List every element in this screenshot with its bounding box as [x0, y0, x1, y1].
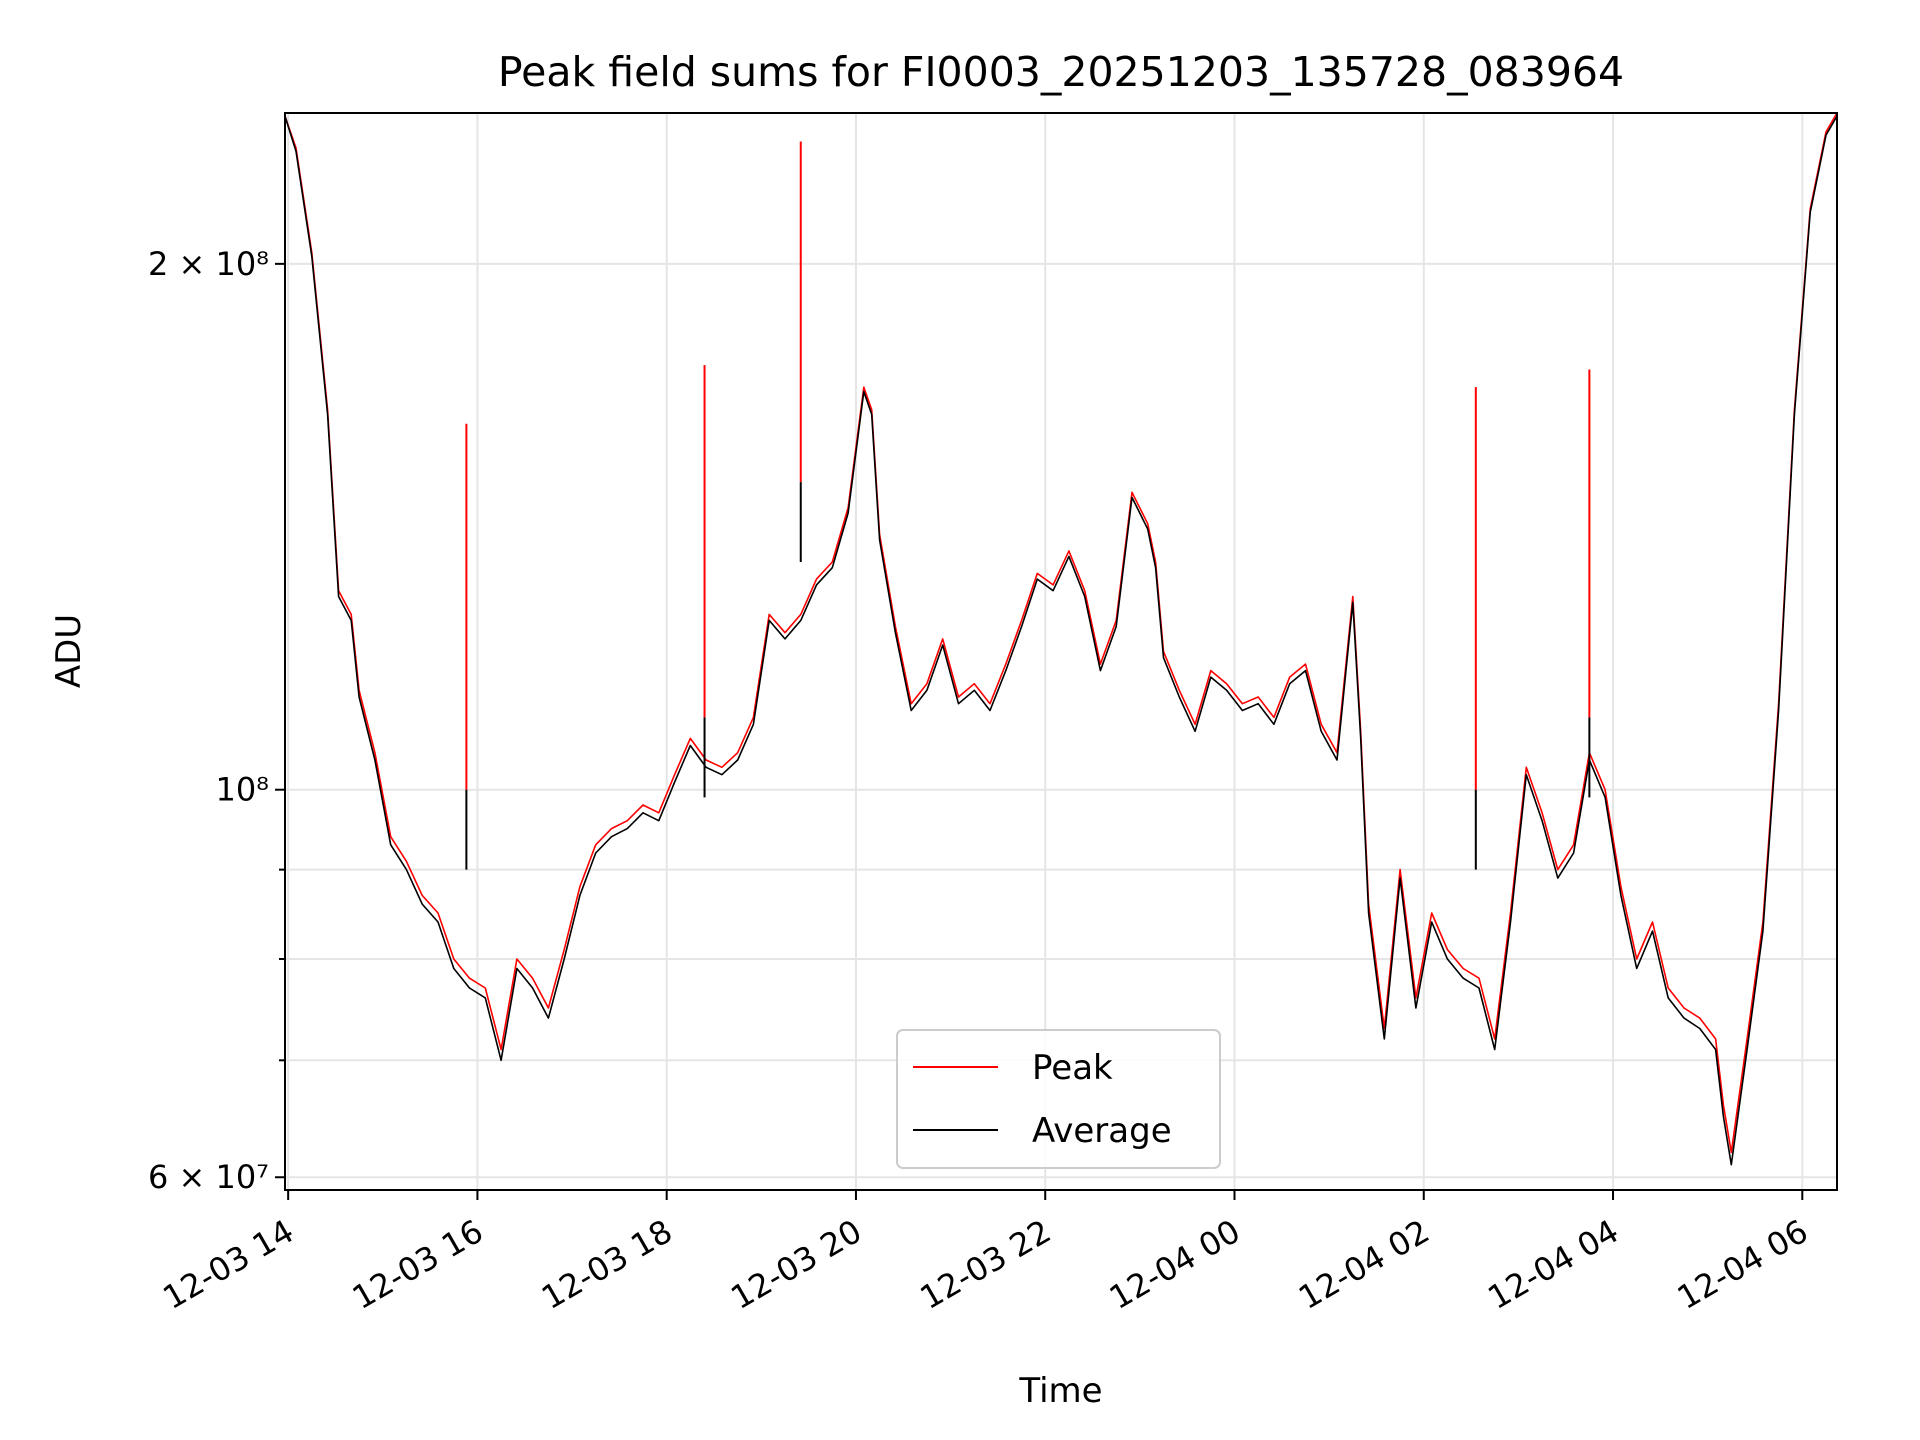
- x-tick-label: 12-03 18: [535, 1212, 679, 1317]
- x-tick-label: 12-03 20: [724, 1212, 868, 1317]
- chart-title: Peak field sums for FI0003_20251203_1357…: [498, 48, 1624, 96]
- x-tick-label: 12-03 16: [346, 1212, 490, 1317]
- y-tick-label: 10⁸: [215, 771, 269, 809]
- y-axis-label: ADU: [49, 614, 89, 688]
- legend-label-average: Average: [1032, 1111, 1172, 1151]
- x-axis-label: Time: [1018, 1371, 1102, 1411]
- grid-lines: [285, 113, 1837, 1190]
- legend: Peak Average: [896, 1029, 1221, 1169]
- x-tick-label: 12-03 14: [157, 1212, 301, 1317]
- x-axis: 12-03 14 12-03 16 12-03 18 12-03 20 12-03 22…: [157, 1190, 1815, 1317]
- y-axis: 6 × 10⁷ 10⁸ 2 × 10⁸: [148, 245, 285, 1196]
- x-tick-label: 12-04 02: [1292, 1212, 1436, 1317]
- series-line-average: [284, 115, 1838, 1166]
- series-line-peak: [284, 112, 1838, 1154]
- x-tick-label: 12-04 06: [1671, 1212, 1815, 1317]
- legend-label-peak: Peak: [1032, 1048, 1113, 1088]
- y-tick-label: 6 × 10⁷: [148, 1158, 269, 1196]
- x-tick-label: 12-04 00: [1103, 1212, 1247, 1317]
- series-layer: [284, 112, 1838, 1166]
- x-tick-label: 12-03 22: [914, 1212, 1058, 1317]
- plot-frame: [284, 112, 1838, 1191]
- legend-box: [896, 1029, 1221, 1169]
- x-tick-label: 12-04 04: [1481, 1212, 1625, 1317]
- y-tick-label: 2 × 10⁸: [148, 245, 269, 283]
